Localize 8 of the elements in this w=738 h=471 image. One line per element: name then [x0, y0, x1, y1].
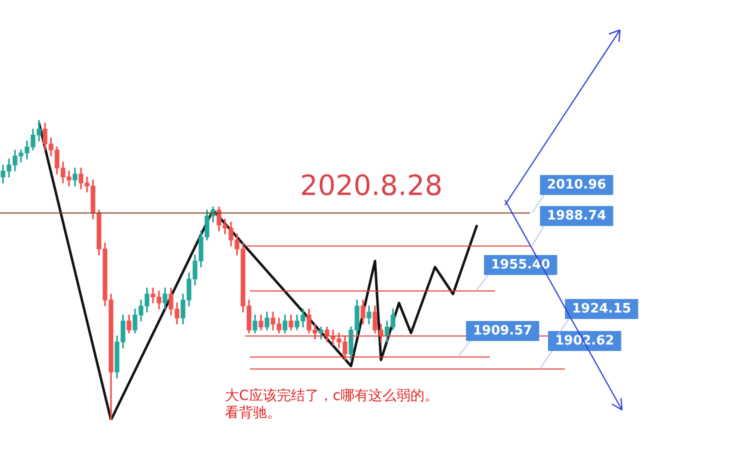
text: 1924.15	[572, 301, 632, 316]
text: 2010.96	[547, 177, 606, 192]
annotation: 1909.57	[473, 323, 532, 338]
text: 1988.74	[547, 208, 606, 224]
annotation: 大C应该完结了，c哪有这么弱的。看背驰。	[225, 388, 438, 421]
text: 1955.40	[491, 257, 550, 272]
text: 1902.62	[555, 333, 614, 348]
text: 2020.8.28	[300, 169, 443, 202]
